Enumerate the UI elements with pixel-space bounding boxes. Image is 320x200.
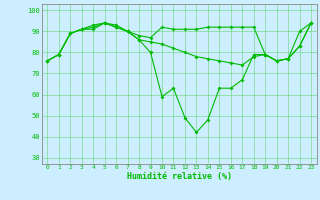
- X-axis label: Humidité relative (%): Humidité relative (%): [127, 172, 232, 181]
